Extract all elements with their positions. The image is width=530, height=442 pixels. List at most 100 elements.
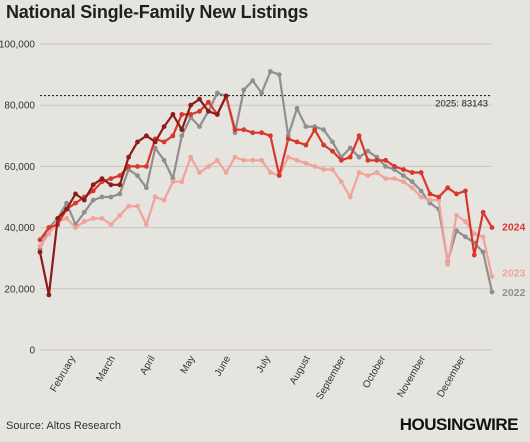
data-point bbox=[37, 243, 43, 249]
x-tick-label: June bbox=[213, 354, 234, 379]
data-point bbox=[241, 157, 247, 163]
data-point bbox=[161, 197, 167, 203]
series-line-2022 bbox=[38, 70, 494, 293]
data-point bbox=[179, 112, 185, 117]
data-point bbox=[232, 127, 238, 133]
data-point bbox=[179, 127, 185, 133]
data-point bbox=[392, 176, 397, 182]
data-point bbox=[126, 154, 131, 160]
data-point bbox=[436, 194, 442, 200]
data-point bbox=[418, 194, 424, 200]
data-point bbox=[170, 133, 176, 139]
x-tick-label: April bbox=[138, 354, 158, 377]
data-point bbox=[454, 191, 459, 197]
data-point bbox=[374, 170, 380, 175]
y-tick-label: 80,000 bbox=[4, 101, 35, 112]
data-point bbox=[250, 130, 256, 136]
data-point bbox=[268, 69, 273, 74]
data-point bbox=[161, 139, 167, 145]
brand-logo: HOUSINGWIRE bbox=[399, 415, 519, 434]
data-point bbox=[73, 225, 78, 231]
data-point bbox=[294, 105, 300, 111]
data-point bbox=[73, 200, 78, 206]
y-axis: 0 20,000 40,000 60,000 80,000 100,000 bbox=[0, 40, 35, 357]
data-point bbox=[46, 292, 52, 298]
data-point bbox=[303, 160, 309, 166]
data-point bbox=[126, 164, 131, 169]
data-point bbox=[197, 124, 202, 129]
data-point bbox=[285, 154, 291, 160]
data-point bbox=[73, 191, 78, 197]
data-point bbox=[64, 206, 69, 212]
data-point bbox=[223, 93, 229, 99]
data-point bbox=[401, 179, 406, 185]
reference-line-group: 2025: 83143 bbox=[40, 94, 492, 110]
data-point bbox=[259, 90, 264, 96]
data-point bbox=[241, 87, 247, 93]
data-point bbox=[64, 200, 69, 206]
data-point bbox=[144, 185, 149, 191]
series-end-label: 2023 bbox=[502, 268, 526, 280]
data-point bbox=[108, 182, 114, 188]
reference-line-label: 2025: 83143 bbox=[435, 99, 488, 110]
data-point bbox=[330, 139, 335, 145]
data-point bbox=[463, 234, 468, 240]
data-point bbox=[374, 157, 380, 163]
data-point bbox=[409, 170, 415, 175]
data-point bbox=[463, 219, 468, 224]
data-point bbox=[480, 234, 486, 240]
data-point bbox=[37, 249, 43, 255]
data-point bbox=[232, 154, 238, 160]
series-line-2023 bbox=[39, 156, 494, 277]
data-point bbox=[312, 164, 318, 169]
x-tick-label: December bbox=[435, 353, 468, 399]
data-point bbox=[347, 154, 353, 160]
data-point bbox=[152, 145, 158, 151]
data-point bbox=[471, 252, 477, 258]
x-tick-label: September bbox=[314, 353, 348, 401]
data-point bbox=[117, 191, 123, 197]
data-point bbox=[489, 289, 495, 295]
data-point bbox=[285, 136, 291, 142]
series-2025 bbox=[37, 93, 229, 298]
series-end-label: 2022 bbox=[502, 287, 526, 299]
data-point bbox=[135, 173, 140, 179]
data-point bbox=[454, 228, 459, 234]
data-point bbox=[170, 179, 176, 185]
data-point bbox=[135, 164, 140, 169]
data-point bbox=[268, 170, 273, 175]
data-point bbox=[347, 145, 353, 151]
data-point bbox=[489, 225, 495, 231]
data-point bbox=[480, 249, 486, 255]
data-point bbox=[117, 173, 123, 179]
source-note: Source: Altos Research bbox=[6, 420, 121, 432]
data-point bbox=[206, 99, 211, 105]
x-tick-label: March bbox=[95, 354, 118, 384]
data-point bbox=[206, 108, 211, 114]
data-point bbox=[214, 90, 220, 96]
data-point bbox=[81, 219, 87, 224]
data-point bbox=[241, 127, 247, 133]
data-point bbox=[99, 194, 105, 200]
data-point bbox=[409, 185, 415, 191]
data-point bbox=[303, 124, 309, 129]
series-end-labels: 2022 2023 2024 bbox=[502, 222, 526, 299]
data-point bbox=[126, 203, 131, 209]
data-point bbox=[454, 213, 459, 218]
series-line-2025 bbox=[38, 95, 228, 296]
data-point bbox=[445, 261, 451, 267]
data-point bbox=[108, 222, 114, 227]
data-point bbox=[81, 209, 87, 215]
data-point bbox=[276, 173, 282, 179]
data-point bbox=[418, 188, 424, 194]
data-point bbox=[294, 139, 300, 145]
data-point bbox=[259, 157, 264, 163]
x-tick-label: November bbox=[396, 353, 429, 399]
x-axis: February March April May June July August Septe… bbox=[49, 353, 469, 401]
data-point bbox=[161, 124, 167, 129]
data-point bbox=[90, 188, 96, 194]
y-tick-label: 60,000 bbox=[4, 162, 35, 173]
data-point bbox=[338, 179, 344, 185]
data-point bbox=[401, 173, 406, 179]
data-point bbox=[259, 130, 264, 136]
